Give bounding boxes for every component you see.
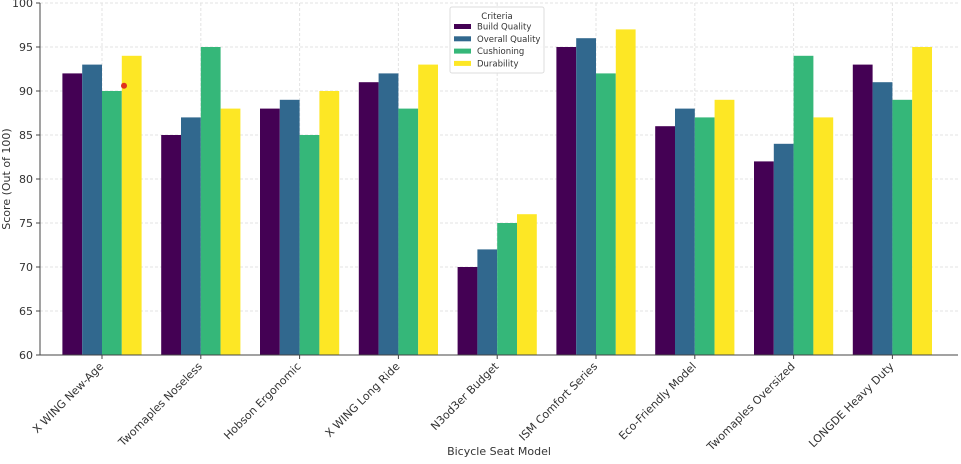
bar-overall-quality	[82, 64, 102, 355]
y-tick-label: 85	[19, 129, 33, 142]
y-tick-label: 100	[12, 0, 33, 10]
y-axis-label: Score (Out of 100)	[0, 128, 13, 229]
x-tick-label: ISM Comfort Series	[517, 360, 601, 444]
y-tick-label: 60	[19, 349, 33, 362]
legend-label: Build Quality	[477, 23, 531, 33]
legend-title: Criteria	[481, 12, 512, 22]
bar-build-quality	[655, 126, 675, 355]
bar-build-quality	[852, 64, 873, 355]
bar-durability	[517, 214, 537, 355]
y-tick-label: 75	[19, 217, 33, 230]
bar-build-quality	[358, 82, 379, 355]
legend-box	[449, 6, 545, 74]
x-tick-label: LONGDE Heavy Duty	[806, 360, 897, 451]
x-tick-label: Twomaples Noseless	[115, 360, 205, 450]
bar-cushioning	[892, 99, 913, 355]
x-tick-label: X WING New-Age	[30, 360, 106, 436]
y-tick-label: 90	[19, 85, 33, 98]
bar-durability	[912, 47, 932, 355]
bar-cushioning	[102, 91, 122, 355]
bar-cushioning	[497, 223, 517, 355]
x-tick-label: Twomaples Oversized	[704, 360, 798, 454]
x-tick-label: X WING Long Ride	[323, 360, 403, 440]
x-tick-label: Hobson Ergonomic	[221, 360, 303, 442]
bar-cushioning	[398, 108, 419, 355]
bar-durability	[714, 99, 735, 355]
legend-swatch	[454, 48, 471, 54]
bar-durability	[418, 64, 438, 355]
bar-overall-quality	[378, 73, 399, 356]
legend-label: Overall Quality	[477, 35, 540, 45]
legend-label: Durability	[477, 59, 518, 69]
legend-swatch	[454, 60, 471, 66]
bar-build-quality	[260, 108, 280, 355]
x-tick-label: N3od3er Budget	[428, 359, 502, 433]
bar-overall-quality	[773, 143, 794, 355]
bar-build-quality	[161, 135, 181, 355]
bar-build-quality	[754, 161, 774, 355]
bar-durability	[121, 55, 142, 356]
bar-build-quality	[556, 47, 577, 355]
y-tick-label: 70	[19, 261, 33, 274]
bar-durability	[220, 108, 241, 355]
bar-cushioning	[200, 47, 221, 355]
bar-cushioning	[694, 117, 715, 356]
x-tick-label: Eco-Friendly Model	[616, 360, 699, 443]
y-tick-label: 80	[19, 173, 33, 186]
bar-cushioning	[793, 55, 814, 356]
y-tick-label: 65	[19, 305, 33, 318]
bar-build-quality	[457, 267, 478, 355]
bar-durability	[319, 91, 340, 355]
bar-build-quality	[62, 73, 83, 356]
bar-overall-quality	[181, 117, 201, 356]
legend-swatch	[454, 36, 471, 42]
y-tick-label: 95	[19, 41, 33, 54]
bar-overall-quality	[675, 108, 695, 355]
bar-durability	[615, 29, 636, 356]
legend-swatch	[454, 24, 471, 29]
annotation-marker	[121, 82, 127, 89]
bar-cushioning	[596, 73, 616, 356]
bar-overall-quality	[576, 38, 596, 355]
bar-overall-quality	[279, 99, 300, 355]
bar-overall-quality	[872, 82, 893, 355]
bar-durability	[813, 117, 834, 356]
legend-label: Cushioning	[477, 47, 524, 57]
bar-overall-quality	[477, 249, 498, 355]
bars	[62, 29, 932, 356]
x-axis-label: Bicycle Seat Model	[447, 445, 551, 458]
bar-cushioning	[299, 135, 320, 355]
